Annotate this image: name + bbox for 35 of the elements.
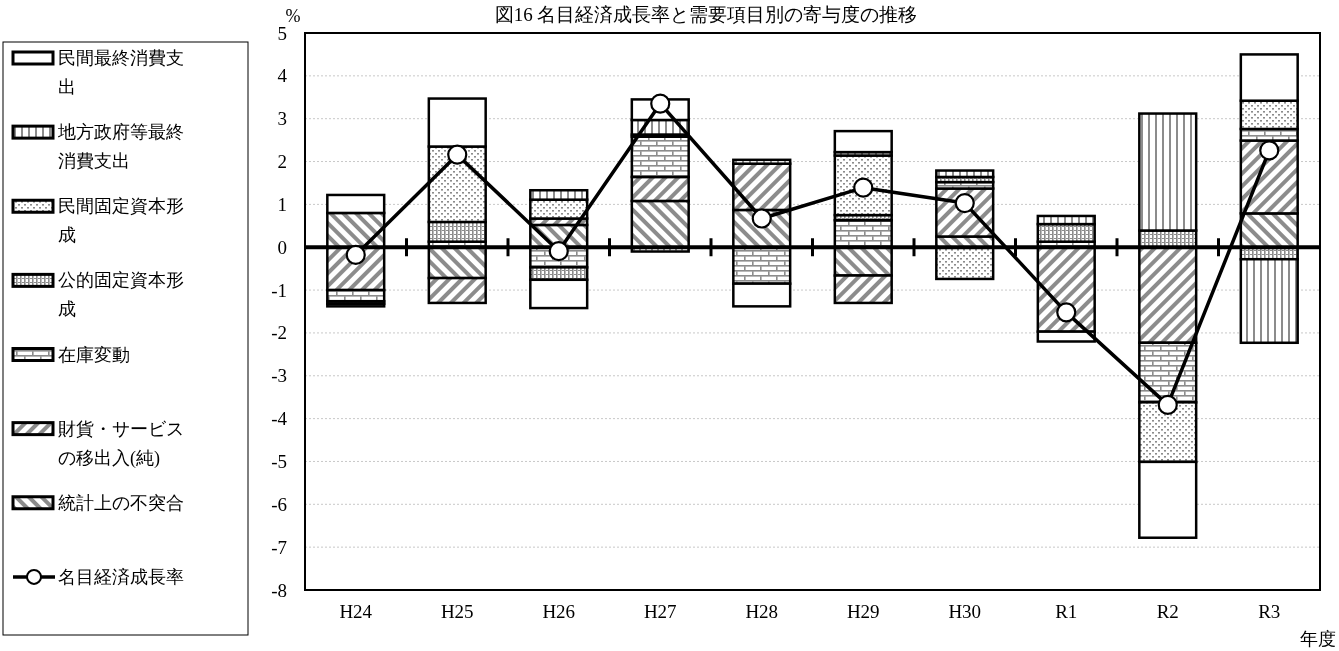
y-tick-label: -1 [271, 279, 287, 301]
x-tick-label: H24 [339, 601, 373, 622]
x-tick-label: H27 [643, 601, 677, 622]
x-tick-label: R2 [1156, 601, 1179, 622]
y-tick-label: 4 [277, 65, 288, 87]
y-tick-label: 2 [277, 151, 287, 173]
legend-label: 地方政府等最終消費支出 [57, 122, 184, 172]
x-tick-label: H30 [948, 601, 982, 622]
legend-label: 在庫変動 [58, 344, 130, 365]
y-tick-label: -7 [271, 536, 287, 558]
legend-label: 民間最終消費支出 [58, 48, 184, 97]
y-tick-label: -2 [271, 322, 287, 344]
legend-label: 統計上の不突合 [58, 492, 184, 513]
legend-label: 民間固定資本形成 [58, 196, 184, 246]
x-tick-label: H26 [542, 601, 576, 622]
x-axis-title: 年度 [1300, 629, 1336, 649]
y-tick-label: -5 [271, 450, 287, 472]
legend-label: 公的固定資本形成 [58, 270, 184, 320]
y-tick-label: 5 [277, 22, 287, 44]
y-tick-label: 3 [277, 108, 287, 130]
x-tick-label: H28 [745, 601, 779, 622]
x-tick-label: H29 [846, 601, 880, 622]
x-tick-label: R3 [1258, 601, 1281, 622]
y-tick-label: -6 [271, 493, 287, 515]
x-tick-label: H25 [440, 601, 474, 622]
y-tick-label: -4 [271, 408, 288, 430]
legend-label: 名目経済成長率 [58, 566, 184, 587]
chart-title: 図16 名目経済成長率と需要項目別の寄与度の推移 [494, 4, 918, 25]
y-tick-label: 1 [277, 193, 287, 215]
y-tick-label: -8 [271, 579, 287, 601]
y-tick-label: -3 [271, 365, 287, 387]
y-tick-label: 0 [277, 236, 287, 258]
x-tick-label: R1 [1055, 601, 1078, 622]
y-axis-title: % [285, 6, 301, 26]
legend-label: 財貨・サービスの移出入(純) [58, 418, 184, 469]
